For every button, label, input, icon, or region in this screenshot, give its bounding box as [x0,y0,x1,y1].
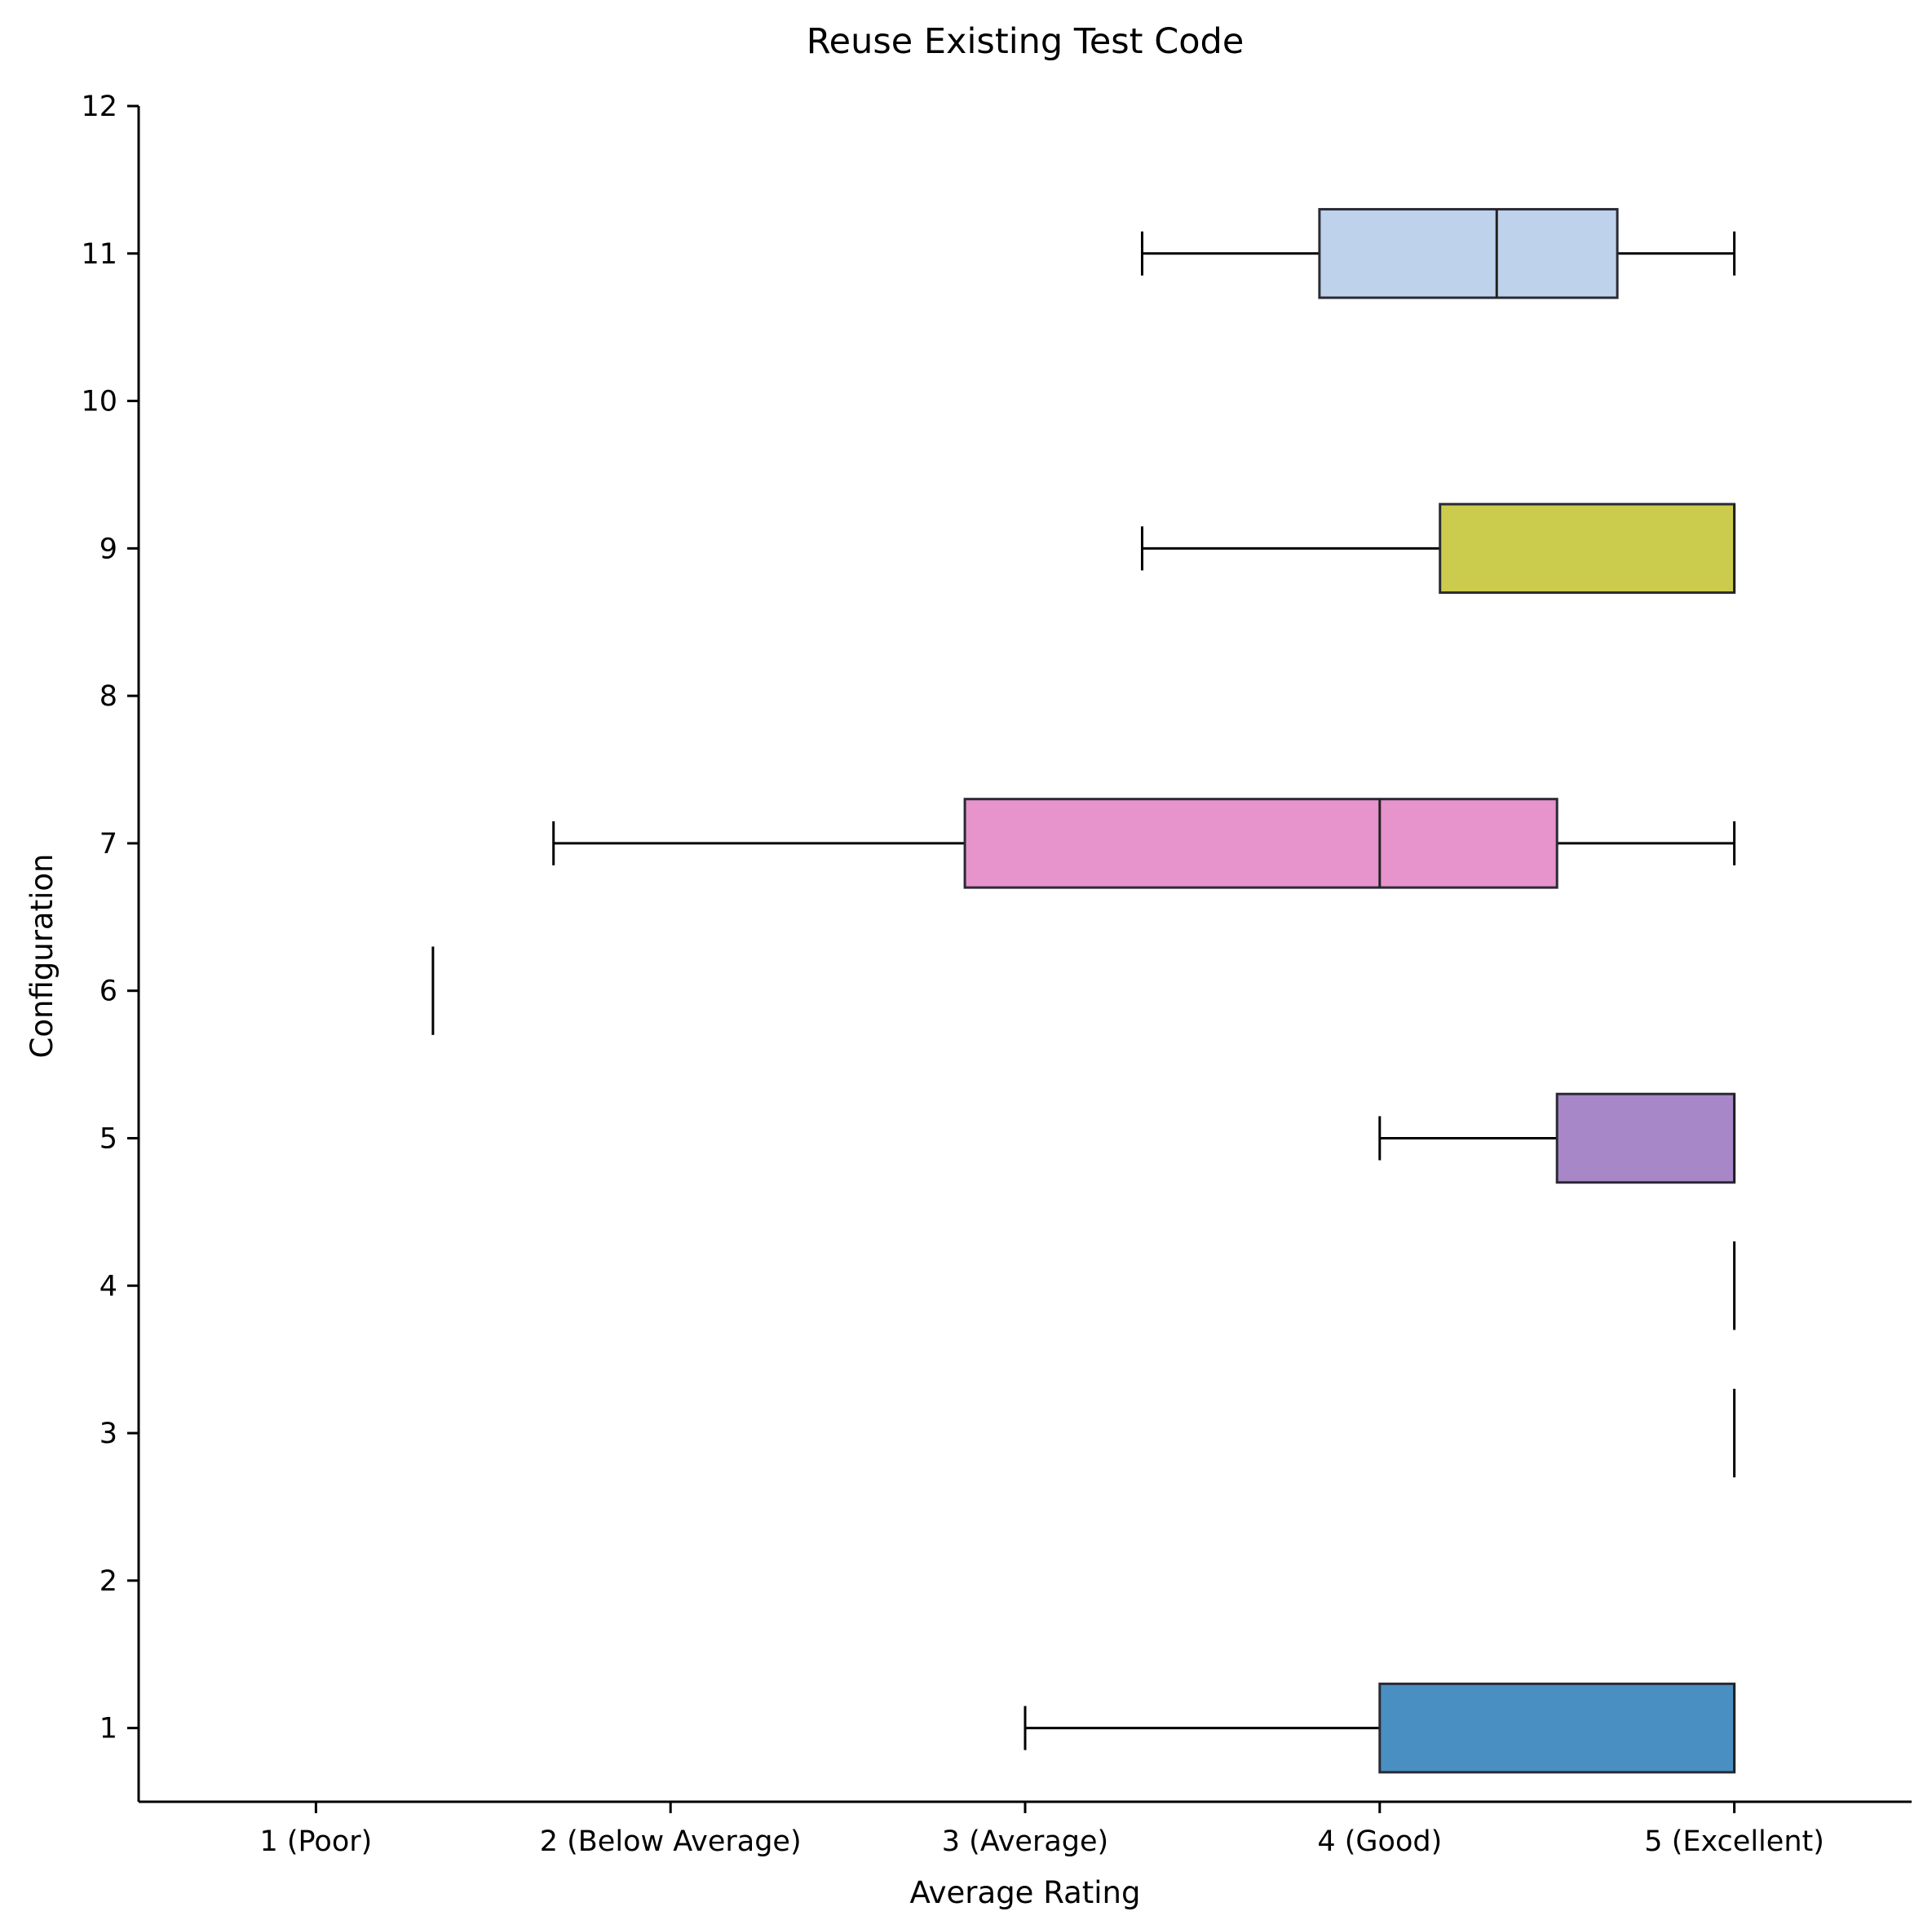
x-tick-label: 4 (Good) [1317,1825,1442,1858]
x-tick-label: 2 (Below Average) [540,1825,802,1858]
box-config-11 [1140,208,1736,299]
y-tick-label: 8 [99,680,117,713]
box-config-9 [1140,502,1736,595]
chart-title: Reuse Existing Test Code [807,21,1245,62]
x-tick-label: 3 (Average) [942,1825,1108,1858]
y-tick-label: 10 [81,386,117,418]
x-axis-ticks: 1 (Poor) 2 (Below Average) 3 (Average) 4 (G… [260,1802,1824,1858]
y-tick-label: 6 [99,976,117,1008]
y-tick-label: 11 [81,238,117,271]
iqr-box [963,798,1558,889]
y-tick-label: 12 [81,91,117,123]
plot-area [431,208,1736,1774]
x-tick-label: 1 (Poor) [260,1825,373,1858]
iqr-box [1439,502,1736,595]
iqr-box [1555,1092,1736,1184]
y-axis-label: Configuration [24,854,60,1059]
iqr-box [1318,208,1619,299]
y-tick-label: 7 [99,828,117,861]
box-config-7 [552,798,1736,889]
box-config-1 [1023,1682,1736,1774]
x-axis-label: Average Rating [910,1875,1141,1910]
x-tick-label: 5 (Excellent) [1644,1825,1824,1858]
y-tick-label: 4 [99,1270,117,1303]
y-tick-label: 1 [99,1713,117,1745]
iqr-box [1378,1682,1736,1774]
y-tick-label: 5 [99,1122,117,1155]
y-tick-label: 9 [99,533,117,565]
box-config-5 [1378,1092,1736,1184]
y-tick-label: 3 [99,1418,117,1450]
y-tick-label: 2 [99,1565,117,1598]
